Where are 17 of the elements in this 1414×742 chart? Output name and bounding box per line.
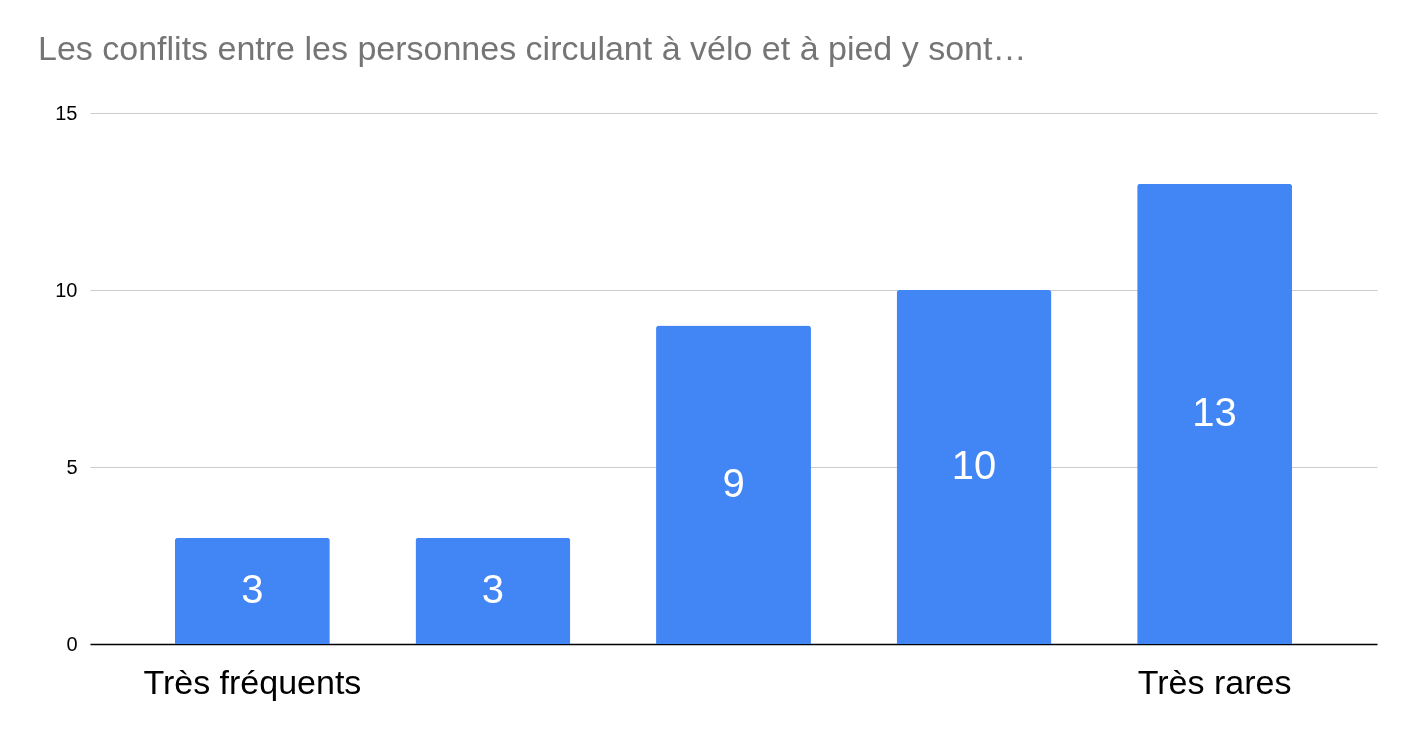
x-tick-label: Très rares — [1137, 662, 1292, 701]
bar — [1137, 183, 1293, 644]
bar — [415, 537, 571, 644]
data-label: 9 — [722, 460, 745, 505]
y-tick-label: 5 — [66, 455, 78, 478]
bar — [896, 290, 1052, 644]
y-tick-label: 0 — [66, 632, 78, 655]
data-label: 10 — [951, 443, 997, 487]
bar — [174, 537, 330, 644]
data-label: 3 — [481, 566, 505, 611]
chart-title: Les conflits entre les personnes circulant à vélo et à pied y sont… — [38, 29, 1027, 67]
data-label: 13 — [1192, 389, 1237, 434]
y-tick-label: 10 — [55, 278, 78, 301]
x-tick-label: Très fréquents — [143, 662, 362, 701]
data-label: 3 — [241, 566, 264, 611]
bar — [656, 325, 811, 644]
y-tick-label: 15 — [55, 101, 78, 124]
